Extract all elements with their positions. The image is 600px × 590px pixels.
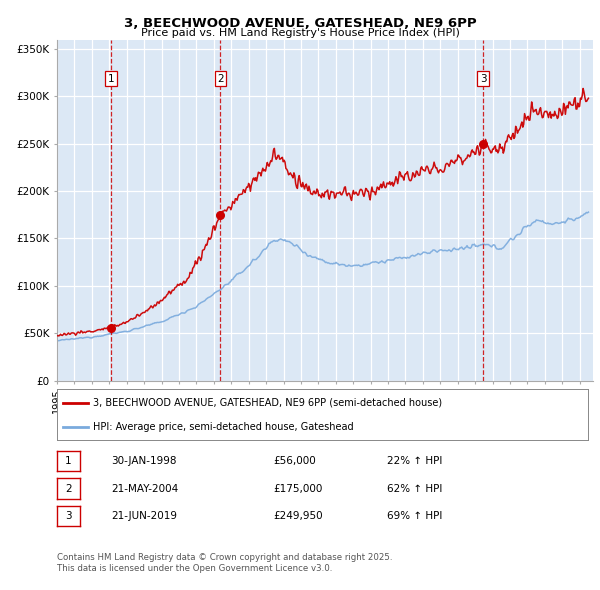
Text: 30-JAN-1998: 30-JAN-1998 <box>111 457 176 466</box>
Text: £56,000: £56,000 <box>273 457 316 466</box>
Text: 21-MAY-2004: 21-MAY-2004 <box>111 484 178 493</box>
Text: £175,000: £175,000 <box>273 484 322 493</box>
Text: Price paid vs. HM Land Registry's House Price Index (HPI): Price paid vs. HM Land Registry's House … <box>140 28 460 38</box>
Text: 3, BEECHWOOD AVENUE, GATESHEAD, NE9 6PP (semi-detached house): 3, BEECHWOOD AVENUE, GATESHEAD, NE9 6PP … <box>93 398 442 408</box>
Text: 2: 2 <box>65 484 72 493</box>
Text: 2: 2 <box>217 74 224 84</box>
Text: 1: 1 <box>65 457 72 466</box>
Text: 3: 3 <box>480 74 487 84</box>
Text: 62% ↑ HPI: 62% ↑ HPI <box>387 484 442 493</box>
Text: £249,950: £249,950 <box>273 511 323 520</box>
Text: 1: 1 <box>107 74 114 84</box>
Text: 22% ↑ HPI: 22% ↑ HPI <box>387 457 442 466</box>
Text: HPI: Average price, semi-detached house, Gateshead: HPI: Average price, semi-detached house,… <box>93 422 354 432</box>
Text: 21-JUN-2019: 21-JUN-2019 <box>111 511 177 520</box>
Text: 3, BEECHWOOD AVENUE, GATESHEAD, NE9 6PP: 3, BEECHWOOD AVENUE, GATESHEAD, NE9 6PP <box>124 17 476 30</box>
Text: 69% ↑ HPI: 69% ↑ HPI <box>387 511 442 520</box>
Text: Contains HM Land Registry data © Crown copyright and database right 2025.
This d: Contains HM Land Registry data © Crown c… <box>57 553 392 573</box>
Text: 3: 3 <box>65 511 72 520</box>
